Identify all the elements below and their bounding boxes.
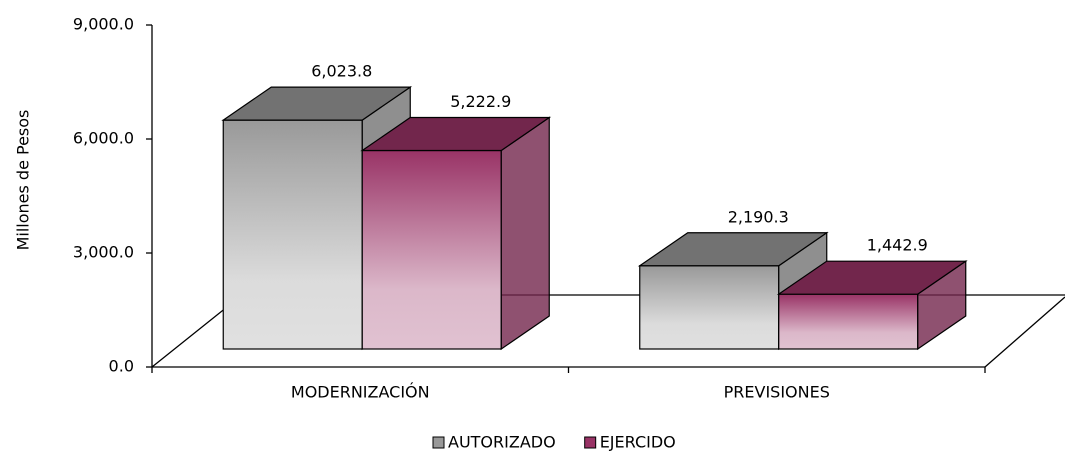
bar-front: [222, 119, 363, 350]
legend-swatch: [584, 436, 597, 449]
y-axis-label: Millones de Pesos: [14, 110, 33, 251]
legend-label: AUTORIZADO: [448, 433, 556, 452]
y-tick-label: 3,000.0: [73, 243, 134, 262]
y-tick-label: 0.0: [109, 357, 134, 376]
floor-right: [984, 296, 1065, 368]
x-tick-label: PREVISIONES: [724, 383, 830, 402]
data-label: 2,190.3: [728, 207, 789, 226]
x-tick-label: MODERNIZACIÓN: [291, 383, 430, 402]
bar-top-shade: [639, 232, 827, 266]
bar-top: [360, 116, 552, 152]
bar-top-shade: [223, 87, 411, 121]
bar-top: [221, 86, 413, 121]
y-tick-label: 6,000.0: [73, 129, 134, 148]
bar: [360, 116, 552, 351]
data-label: 1,442.9: [867, 236, 928, 255]
legend-swatch: [432, 436, 445, 449]
bar-front: [778, 293, 919, 350]
legend-label: EJERCIDO: [600, 433, 676, 452]
bar-top-shade: [778, 261, 966, 295]
bar-top: [637, 232, 829, 267]
data-label: 6,023.8: [311, 62, 372, 81]
bar-front: [361, 149, 502, 350]
y-tick-label: 9,000.0: [73, 15, 134, 34]
bar-front: [639, 265, 780, 350]
bar-top: [776, 260, 968, 295]
bar-top-shade: [362, 117, 550, 151]
bar-side-shade: [917, 261, 966, 349]
bar-side-shade: [501, 117, 550, 349]
data-label: 5,222.9: [450, 92, 511, 111]
bar: [776, 260, 968, 351]
